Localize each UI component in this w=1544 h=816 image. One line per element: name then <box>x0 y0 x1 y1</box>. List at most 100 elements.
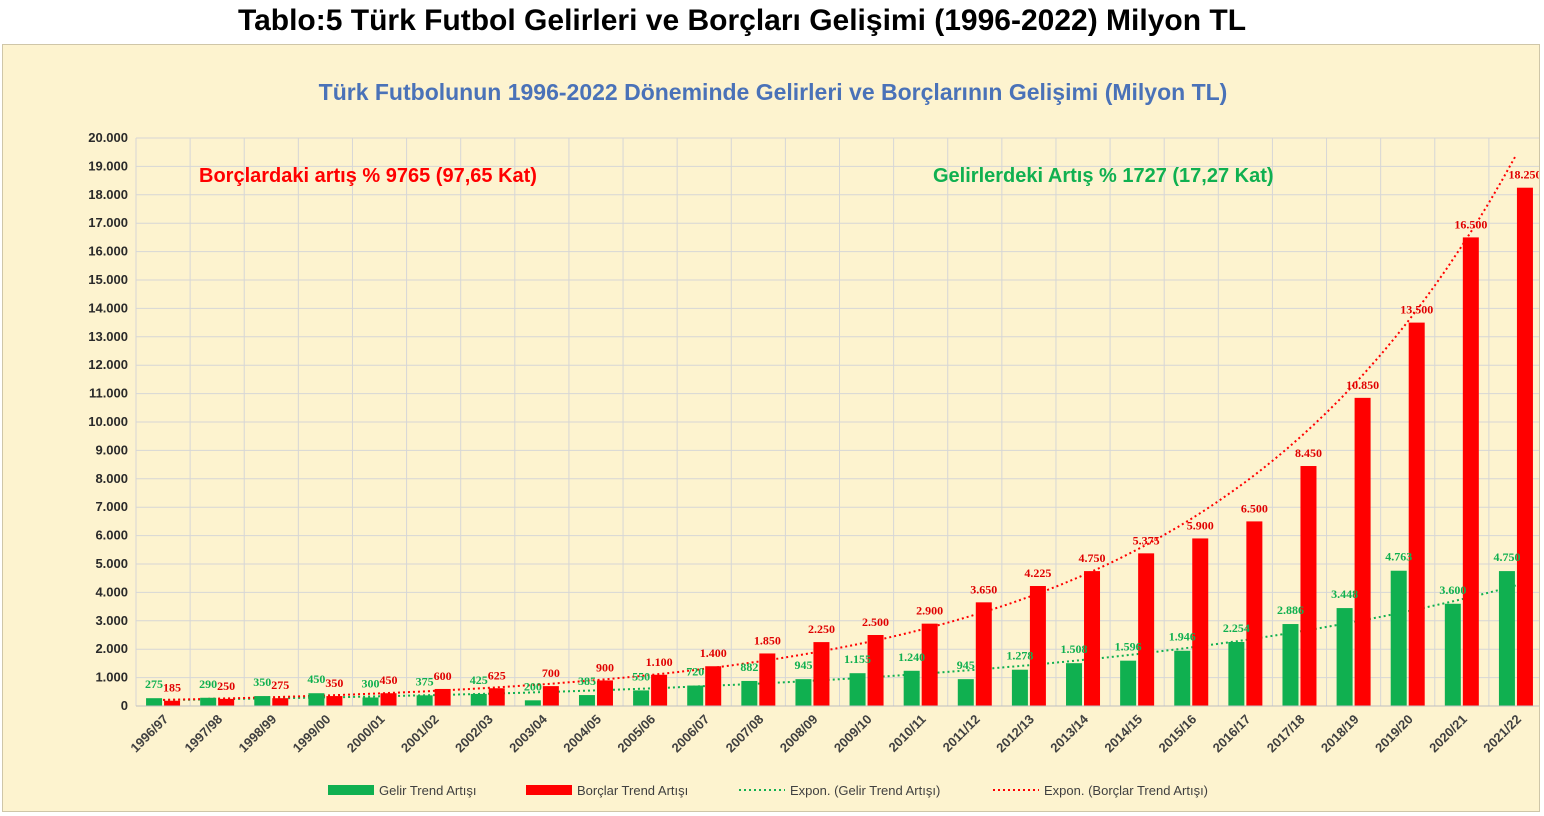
income-increase-annotation: Gelirlerdeki Artış % 1727 (17,27 Kat) <box>933 165 1274 187</box>
income-bar <box>200 697 217 706</box>
debt-bar <box>1246 521 1263 706</box>
legend-label-income-trend: Expon. (Gelir Trend Artışı) <box>790 783 940 798</box>
debt-data-label: 625 <box>488 668 506 682</box>
debt-bar <box>272 698 289 706</box>
income-bar <box>1282 624 1299 706</box>
income-data-label: 4.750 <box>1493 550 1520 564</box>
debt-data-label: 8.450 <box>1295 446 1322 460</box>
x-tick-label: 2017/18 <box>1264 712 1308 756</box>
debt-data-label: 18.250 <box>1508 168 1539 182</box>
debt-data-label: 5.900 <box>1187 518 1214 532</box>
x-tick-label: 2020/21 <box>1426 712 1470 756</box>
income-data-label: 375 <box>416 674 434 688</box>
income-data-label: 1.596 <box>1115 640 1142 654</box>
debt-data-label: 185 <box>163 681 181 695</box>
chart-title: Türk Futbolunun 1996-2022 Döneminde Geli… <box>319 79 1228 105</box>
debt-bar <box>1029 586 1046 706</box>
y-tick-label: 10.000 <box>88 414 128 429</box>
debt-data-label: 700 <box>542 666 560 680</box>
income-bar <box>795 679 812 706</box>
income-data-label: 2.886 <box>1277 603 1304 617</box>
income-data-label: 1.946 <box>1169 630 1196 644</box>
debt-bar <box>651 674 668 706</box>
y-tick-label: 11.000 <box>89 386 128 401</box>
x-tick-label: 2002/03 <box>452 712 496 756</box>
income-bar <box>524 700 541 706</box>
y-tick-label: 17.000 <box>88 215 128 230</box>
x-tick-label: 2016/17 <box>1210 712 1254 756</box>
x-tick-label: 1998/99 <box>236 712 280 756</box>
y-tick-label: 16.000 <box>88 244 128 259</box>
income-data-label: 1.155 <box>844 652 871 666</box>
income-bar <box>687 685 704 706</box>
x-tick-label: 1996/97 <box>127 712 171 756</box>
income-data-label: 350 <box>253 675 271 689</box>
y-tick-label: 4.000 <box>95 584 128 599</box>
debt-data-label: 350 <box>325 676 343 690</box>
legend-label-income: Gelir Trend Artışı <box>379 783 477 798</box>
income-bar <box>1174 650 1191 706</box>
x-tick-label: 2005/06 <box>614 712 658 756</box>
x-tick-label: 1999/00 <box>290 712 334 756</box>
income-bar <box>1066 663 1083 706</box>
income-bar <box>308 693 325 706</box>
legend-swatch-debt <box>526 785 572 795</box>
income-bar <box>254 696 271 706</box>
income-data-label: 300 <box>362 676 380 690</box>
x-tick-label: 2018/19 <box>1318 712 1362 756</box>
debt-data-label: 4.225 <box>1024 566 1051 580</box>
y-tick-label: 18.000 <box>88 187 128 202</box>
income-bar <box>741 680 758 706</box>
x-tick-label: 2000/01 <box>344 712 388 756</box>
debt-data-label: 6.500 <box>1241 501 1268 515</box>
x-tick-label: 2007/08 <box>723 712 767 756</box>
income-data-label: 4.763 <box>1385 550 1412 564</box>
income-bar <box>1228 641 1245 706</box>
legend: Gelir Trend Artışı Borçlar Trend Artışı … <box>328 783 1208 798</box>
income-data-label: 3.448 <box>1331 587 1358 601</box>
income-bar <box>578 695 595 706</box>
x-tick-label: 2010/11 <box>885 712 928 755</box>
y-tick-label: 2.000 <box>95 641 128 656</box>
debt-data-label: 1.850 <box>754 633 781 647</box>
debt-bar <box>1300 466 1317 706</box>
income-bar <box>903 670 920 706</box>
debt-bar <box>867 635 884 706</box>
debt-bar <box>1408 322 1425 706</box>
income-data-label: 275 <box>145 677 163 691</box>
y-tick-label: 12.000 <box>88 357 128 372</box>
income-data-label: 1.240 <box>898 650 925 664</box>
debt-bar <box>434 688 451 706</box>
income-bar <box>1011 669 1028 706</box>
debt-data-label: 1.400 <box>700 646 727 660</box>
x-tick-label: 2021/22 <box>1480 712 1524 756</box>
label-layer: 275 185 290 250 350 275 450 350 300 450 375 600 425 6… <box>145 168 1539 695</box>
debt-data-label: 450 <box>380 673 398 687</box>
debt-bar <box>921 623 938 706</box>
legend-swatch-income <box>328 785 374 795</box>
y-tick-label: 19.000 <box>88 158 128 173</box>
income-data-label: 2.254 <box>1223 621 1250 635</box>
debt-data-label: 600 <box>434 669 452 683</box>
income-data-label: 200 <box>524 679 542 693</box>
y-tick-label: 8.000 <box>95 471 128 486</box>
income-bar <box>633 690 650 706</box>
debt-trendline <box>163 154 1517 701</box>
debt-bar <box>218 698 235 706</box>
debt-data-label: 250 <box>217 679 235 693</box>
income-data-label: 450 <box>307 672 325 686</box>
x-tick-label: 2001/02 <box>398 712 442 756</box>
x-tick-label: 2014/15 <box>1101 712 1145 756</box>
income-bar <box>416 695 433 706</box>
income-data-label: 290 <box>199 677 217 691</box>
income-data-label: 945 <box>957 658 975 672</box>
debt-data-label: 2.500 <box>862 615 889 629</box>
legend-label-debt: Borçlar Trend Artışı <box>577 783 688 798</box>
debt-data-label: 1.100 <box>646 655 673 669</box>
debt-data-label: 5.375 <box>1133 533 1160 547</box>
y-tick-label: 3.000 <box>95 613 128 628</box>
debt-bar <box>705 666 722 706</box>
x-tick-label: 2006/07 <box>668 712 712 756</box>
chart-panel: Türk Futbolunun 1996-2022 Döneminde Geli… <box>2 44 1540 812</box>
x-tick-label: 2013/14 <box>1047 711 1091 755</box>
